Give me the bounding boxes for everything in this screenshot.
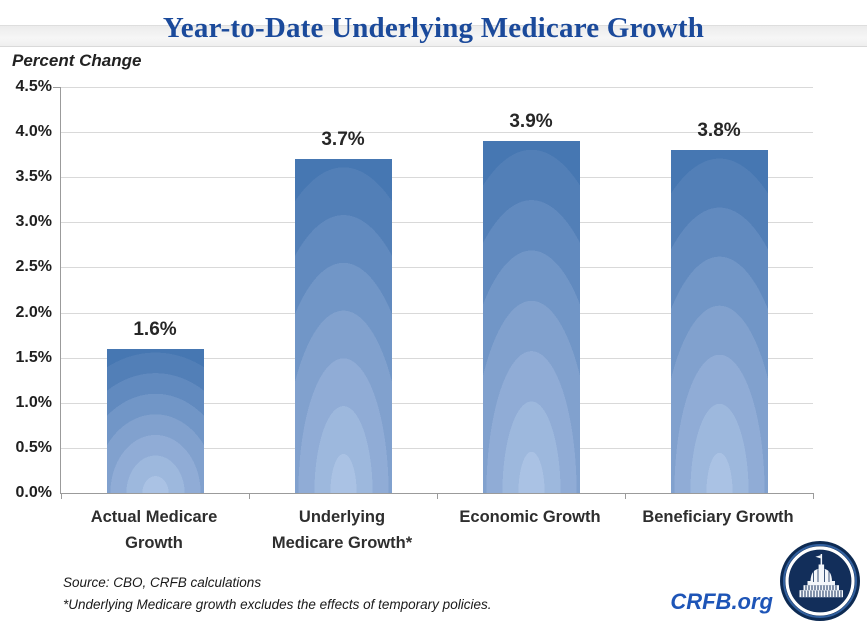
bar-3 bbox=[482, 141, 580, 493]
crfb-org-label: CRFB.org bbox=[670, 589, 773, 614]
gridline bbox=[61, 222, 813, 224]
bar-value-label: 1.6% bbox=[133, 318, 177, 340]
x-axis-tick bbox=[249, 493, 250, 499]
bar-value-label: 3.8% bbox=[697, 120, 741, 142]
gridline bbox=[61, 87, 813, 88]
chart-title: Year-to-Date Underlying Medicare Growth bbox=[162, 12, 705, 44]
y-tick-label: 3.5% bbox=[15, 168, 52, 186]
capitol-dome-icon bbox=[780, 541, 860, 621]
bar-1 bbox=[106, 348, 204, 493]
category-label: Underlying Medicare Growth* bbox=[271, 508, 413, 552]
bar-value-label: 3.7% bbox=[321, 129, 365, 151]
x-axis-tick bbox=[625, 493, 626, 499]
source-note: Source: CBO, CRFB calculations bbox=[63, 575, 262, 590]
y-tick-label: 2.0% bbox=[15, 303, 52, 321]
x-axis-tick bbox=[61, 493, 62, 499]
y-axis-title: Percent Change bbox=[12, 51, 142, 70]
crfb-logo bbox=[780, 541, 860, 621]
footnotes: Source: CBO, CRFB calculations *Underlyi… bbox=[63, 572, 491, 616]
gridline bbox=[61, 357, 813, 359]
y-tick-label: 2.5% bbox=[15, 258, 52, 276]
bar-2 bbox=[294, 159, 392, 493]
category-label: Beneficiary Growth bbox=[642, 508, 794, 526]
asterisk-note: *Underlying Medicare growth excludes the… bbox=[63, 597, 492, 612]
y-tick-label: 4.5% bbox=[15, 78, 52, 95]
x-axis-tick bbox=[437, 493, 438, 499]
x-axis-tick bbox=[813, 493, 814, 499]
bar-value-label: 3.9% bbox=[509, 111, 553, 133]
gridline bbox=[61, 402, 813, 404]
plot-area: 1.6% 3.7% 3.9% 3.8% bbox=[60, 87, 814, 499]
y-tick-label: 1.5% bbox=[15, 348, 52, 366]
gridline bbox=[61, 312, 813, 314]
category-label: Actual Medicare Growth bbox=[90, 508, 218, 552]
category-label: Economic Growth bbox=[459, 508, 601, 526]
y-tick-label: 0.0% bbox=[15, 484, 52, 501]
y-tick-label: 3.0% bbox=[15, 213, 52, 231]
title-background-band bbox=[0, 25, 867, 47]
bar-4 bbox=[670, 150, 768, 493]
gridline bbox=[61, 267, 813, 269]
y-tick-label: 1.0% bbox=[15, 393, 52, 411]
gridline bbox=[61, 132, 813, 134]
y-tick-label: 0.5% bbox=[15, 438, 52, 456]
gridline bbox=[61, 447, 813, 449]
gridline bbox=[61, 177, 813, 179]
y-tick-label: 4.0% bbox=[15, 123, 52, 141]
x-axis-labels: Actual Medicare Growth Underlying Medicar… bbox=[60, 504, 812, 556]
y-axis-top-tick bbox=[53, 87, 60, 88]
